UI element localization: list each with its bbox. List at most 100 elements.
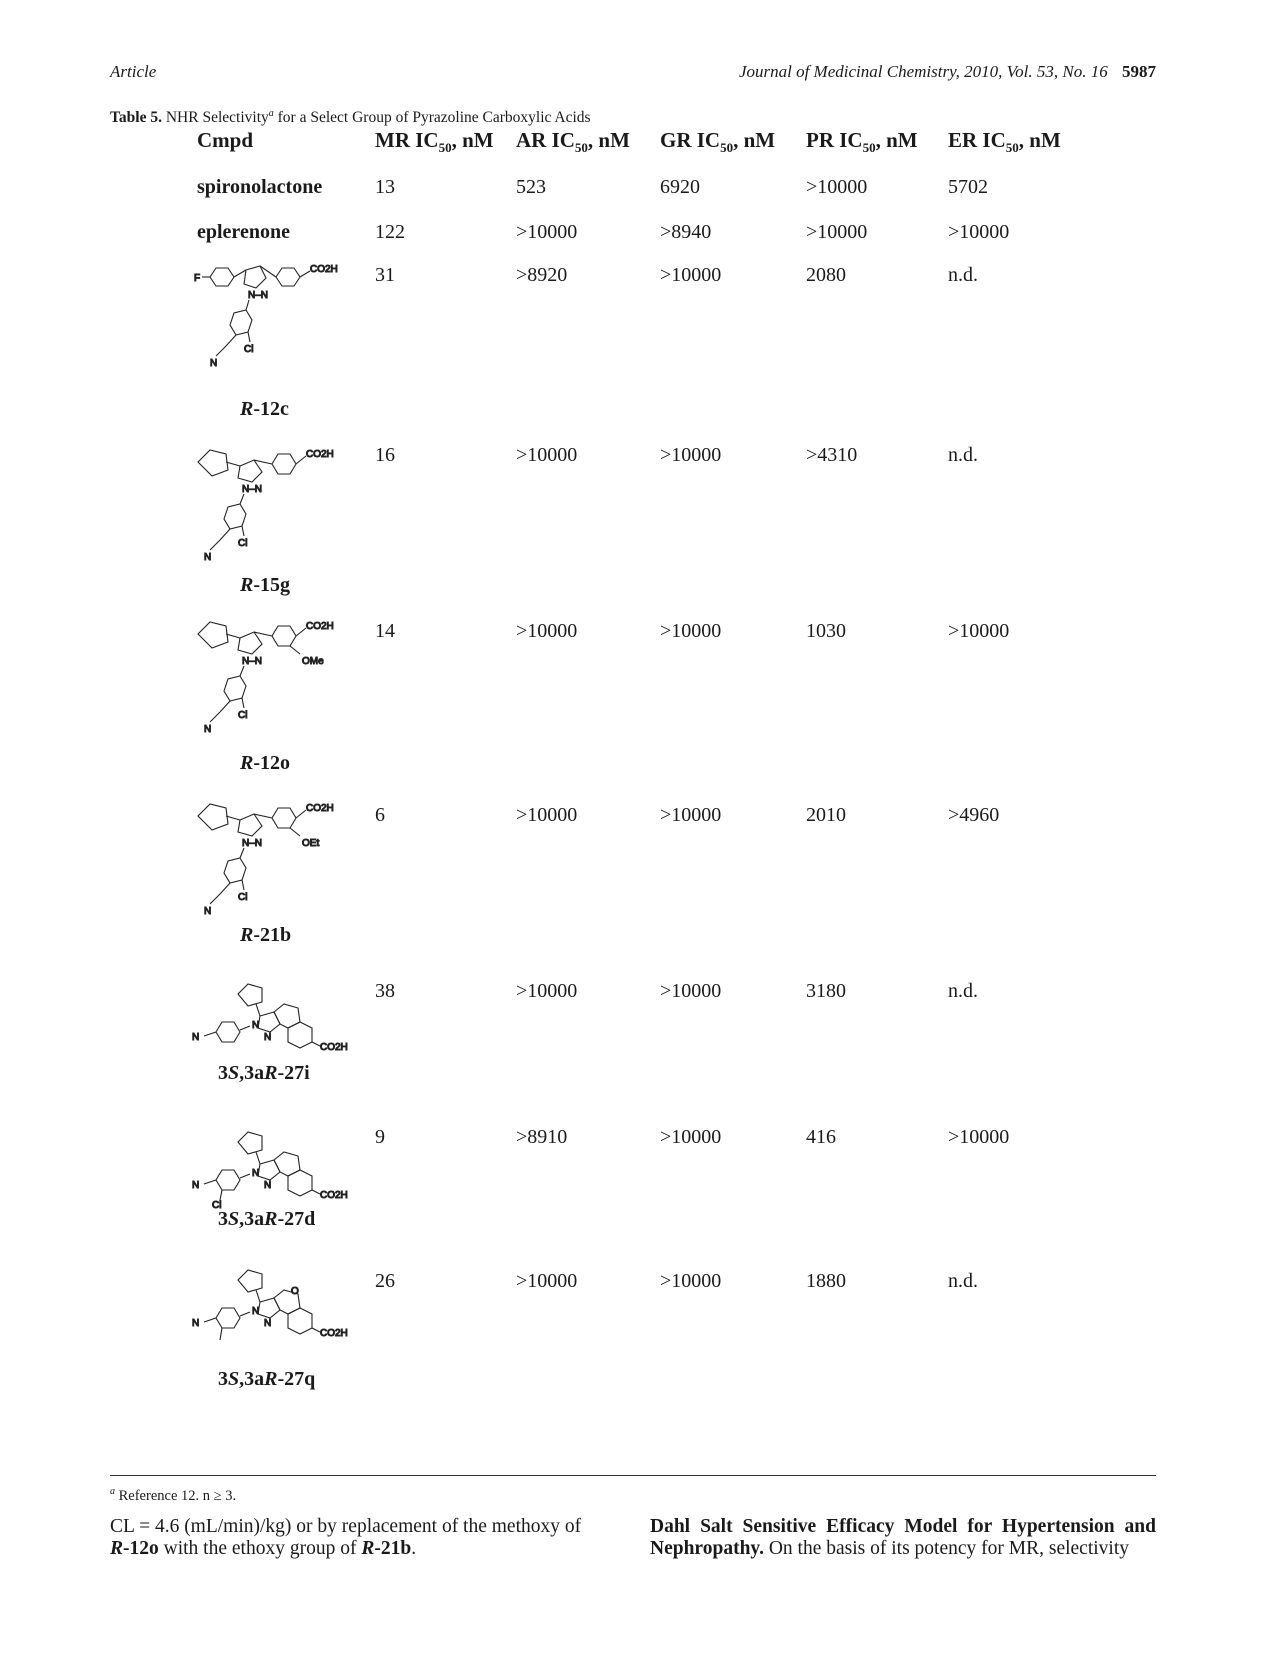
pr-value: 2080 xyxy=(806,264,846,286)
mr-value: 38 xyxy=(375,980,395,1002)
pr-value: 2010 xyxy=(806,804,846,826)
mr-value: 9 xyxy=(375,1126,385,1148)
running-head-left: Article xyxy=(110,62,157,81)
structure-r21b: N–N CO2H OEt Cl N xyxy=(192,796,372,926)
running-head-right: Journal of Medicinal Chemistry, 2010, Vo… xyxy=(739,62,1156,82)
ar-value: >10000 xyxy=(516,444,578,466)
er-value: >10000 xyxy=(948,221,1010,243)
ar-value: 523 xyxy=(516,176,546,198)
body-right-text: On the basis of its potency for MR, sele… xyxy=(763,1538,1129,1559)
pr-value: 416 xyxy=(806,1126,836,1148)
stereo-label: R xyxy=(240,398,254,420)
structure-27i: CO2H N N N xyxy=(191,980,372,1070)
co2h-label: CO2H xyxy=(320,1042,348,1053)
n-label: N xyxy=(264,1032,271,1043)
gr-value: >10000 xyxy=(660,444,722,466)
mr-value: 122 xyxy=(375,221,405,243)
nitrile-n-label: N xyxy=(204,724,211,735)
cmpd-label: R-12o xyxy=(240,752,290,775)
body-text-left: CL = 4.6 (mL/min)/kg) or by replacement … xyxy=(110,1516,582,1559)
nitrile-n-label: N xyxy=(192,1032,199,1043)
methoxy-label: OMe xyxy=(302,656,324,667)
cmpd-label: R-15g xyxy=(240,574,290,597)
pr-value: 3180 xyxy=(806,980,846,1002)
gr-value: >10000 xyxy=(660,620,722,642)
er-value: n.d. xyxy=(948,264,978,286)
body-left-line1: CL = 4.6 (mL/min)/kg) or by replacement … xyxy=(110,1516,582,1537)
cmpd-label: R-12c xyxy=(240,398,289,421)
body-left-line2: with the ethoxy group of xyxy=(158,1538,362,1559)
chloro-label: Cl xyxy=(244,344,253,355)
nitrile-n-label: N xyxy=(204,552,211,563)
cmpd-suffix: -12o xyxy=(253,752,291,774)
pr-value: >10000 xyxy=(806,221,868,243)
gr-value: >8940 xyxy=(660,221,712,243)
co2h-label: CO2H xyxy=(306,803,334,814)
structure-27d: CO2H N N Cl N xyxy=(191,1128,372,1228)
mr-value: 13 xyxy=(375,176,395,198)
nitrile-n-label: N xyxy=(192,1318,199,1329)
table-title-post: for a Select Group of Pyrazoline Carboxy… xyxy=(273,109,591,127)
chloro-label: Cl xyxy=(238,892,247,903)
table-bottom-rule xyxy=(110,1475,1156,1476)
footnote-mark: a xyxy=(110,1486,115,1497)
stereo-descriptor: 3S,3aR-27d xyxy=(218,1208,316,1230)
mr-value: 6 xyxy=(375,804,385,826)
stereo-label: R xyxy=(240,752,254,774)
er-value: 5702 xyxy=(948,176,988,198)
ar-value: >8910 xyxy=(516,1126,568,1148)
ar-value: >10000 xyxy=(516,221,578,243)
mr-value: 16 xyxy=(375,444,395,466)
nitrile-n-label: N xyxy=(204,906,211,917)
mr-value: 31 xyxy=(375,264,395,286)
n-label: N xyxy=(264,1180,271,1191)
structure-r15g: N–N CO2H Cl N xyxy=(192,442,372,572)
cmpd-suffix: -21b xyxy=(253,924,292,946)
structure-r12c: F N–N CO2H Cl N xyxy=(192,260,372,375)
page-number: 5987 xyxy=(1122,62,1156,81)
table-caption: Table 5. NHR Selectivitya for a Select G… xyxy=(110,108,591,127)
col-header-pr: PR IC50, nM xyxy=(806,128,918,156)
co2h-label: CO2H xyxy=(320,1190,348,1201)
ethoxy-label: OEt xyxy=(302,838,319,849)
pr-value: >4310 xyxy=(806,444,858,466)
er-value: n.d. xyxy=(948,980,978,1002)
fluoro-label: F xyxy=(194,273,200,284)
ar-value: >8920 xyxy=(516,264,568,286)
stereo-label: R xyxy=(240,574,254,596)
ar-value: >10000 xyxy=(516,980,578,1002)
pr-value: 1030 xyxy=(806,620,846,642)
cmpd-label: 3S,3aR-27i xyxy=(218,1062,310,1085)
col-header-mr: MR IC50, nM xyxy=(375,128,494,156)
n-label: N xyxy=(264,1318,271,1329)
co2h-label: CO2H xyxy=(306,449,334,460)
cmpd-suffix: -15g xyxy=(253,574,291,596)
ar-value: >10000 xyxy=(516,804,578,826)
co2h-label: CO2H xyxy=(310,264,338,275)
nitrile-n-label: N xyxy=(192,1180,199,1191)
stereo-label: R xyxy=(240,924,254,946)
nn-label: N–N xyxy=(242,656,262,667)
structure-r12o: N–N CO2H OMe Cl N xyxy=(192,614,372,744)
chloro-label: Cl xyxy=(238,710,247,721)
ar-value: >10000 xyxy=(516,620,578,642)
cmpd-label: R-21b xyxy=(240,924,291,947)
table-title-pre: NHR Selectivity xyxy=(165,109,269,127)
nitrile-n-label: N xyxy=(210,358,217,369)
section-heading: Dahl Salt Sensitive Efficacy Model for H… xyxy=(650,1516,1156,1559)
stereo-descriptor: 3S,3aR-27q xyxy=(218,1368,316,1390)
er-value: n.d. xyxy=(948,1270,978,1292)
nn-label: N–N xyxy=(242,838,262,849)
er-value: n.d. xyxy=(948,444,978,466)
ar-value: >10000 xyxy=(516,1270,578,1292)
stereo-descriptor: 3S,3aR-27i xyxy=(218,1062,310,1084)
chloro-label: Cl xyxy=(238,538,247,549)
table-title-footnote-mark: a xyxy=(268,108,274,119)
n-label: N xyxy=(252,1168,259,1179)
col-header-gr: GR IC50, nM xyxy=(660,128,776,156)
mr-value: 26 xyxy=(375,1270,395,1292)
cmpd-name: spironolactone xyxy=(197,176,323,198)
co2h-label: CO2H xyxy=(320,1328,348,1339)
col-header-cmpd: Cmpd xyxy=(197,128,254,152)
structure-27q: O CO2H N N N xyxy=(191,1266,372,1366)
